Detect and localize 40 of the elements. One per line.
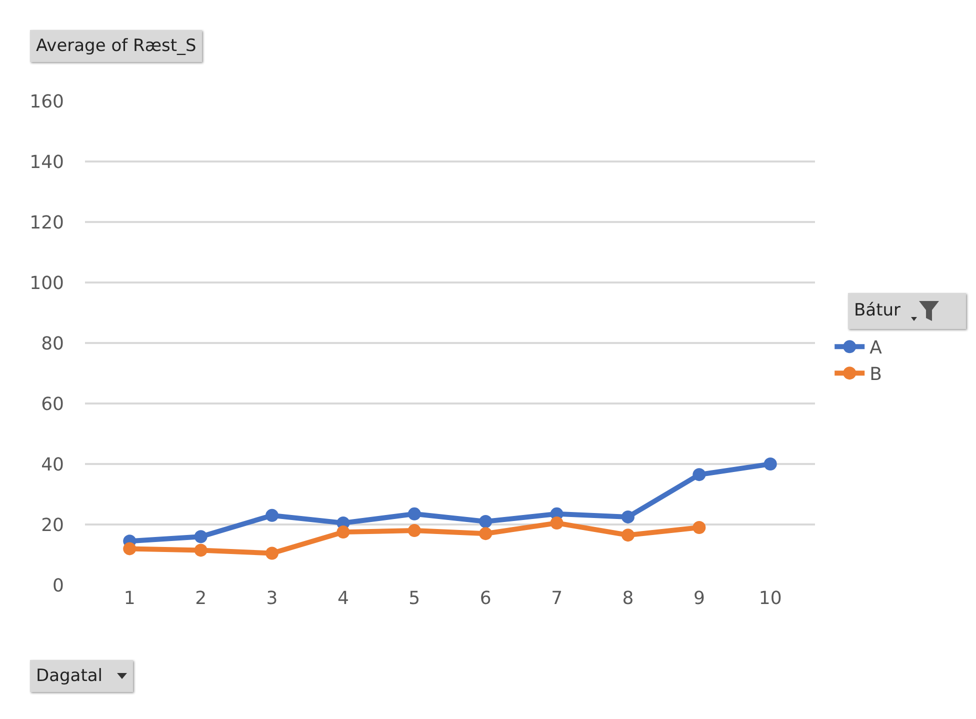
y-tick-label: 100 (30, 272, 64, 294)
x-tick-label: 2 (195, 588, 207, 609)
y-tick-label: 40 (41, 454, 64, 476)
x-tick-label: 10 (758, 588, 782, 609)
point (336, 526, 350, 539)
x-tick-label: 8 (622, 588, 634, 609)
point (194, 544, 208, 557)
y-tick-label: 80 (41, 333, 64, 354)
point (123, 542, 136, 556)
point (479, 514, 492, 528)
point (692, 468, 706, 482)
x-tick-label: 9 (693, 588, 705, 609)
point (764, 458, 777, 470)
x-tick-label: 3 (266, 588, 278, 609)
point (408, 524, 421, 538)
y-tick-label: 140 (30, 152, 64, 173)
point (550, 516, 564, 530)
x-tick-label: 4 (337, 588, 349, 609)
y-tick-label: 0 (52, 575, 64, 596)
point (194, 530, 208, 544)
legend-label: B (870, 364, 882, 386)
point (266, 546, 279, 560)
point (479, 527, 492, 540)
x-tick-label: 6 (480, 588, 492, 609)
point (621, 510, 634, 524)
point (692, 521, 706, 534)
x-axis-title: Dagatal (36, 666, 103, 686)
y-tick-label: 120 (30, 212, 64, 234)
legend-title: Bátur (854, 300, 901, 321)
point (266, 508, 279, 522)
x-tick-label: 7 (551, 588, 563, 609)
legend-label: A (870, 338, 883, 359)
y-tick-label: 20 (41, 514, 64, 536)
point (408, 507, 421, 520)
x-tick-label: 1 (124, 588, 136, 609)
chart-title: Average of Ræst_S (36, 36, 196, 56)
point (621, 528, 634, 542)
x-tick-label: 5 (408, 588, 420, 609)
y-tick-label: 60 (41, 394, 64, 415)
y-tick-label: 160 (30, 91, 64, 112)
